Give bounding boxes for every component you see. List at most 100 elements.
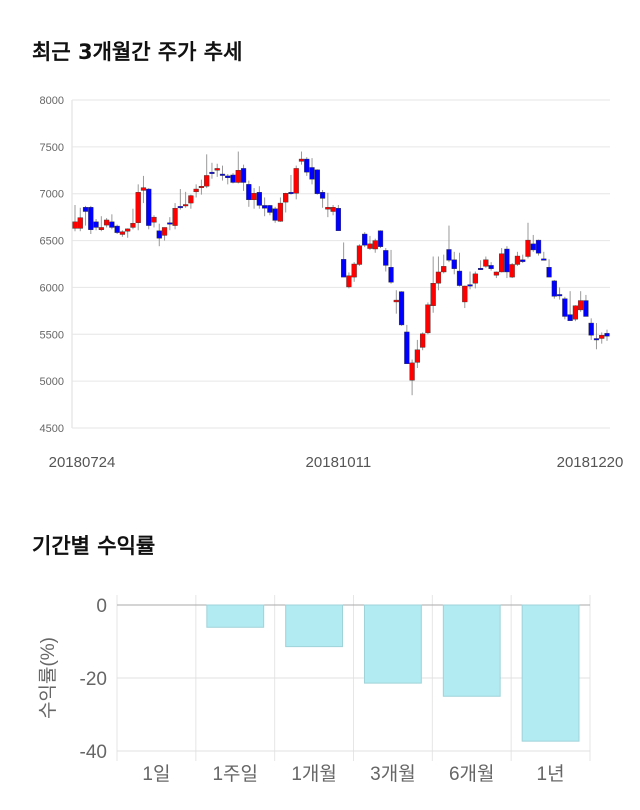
candle-body (146, 188, 152, 226)
candle-body (367, 243, 373, 249)
y-tick-label: 8000 (40, 95, 64, 107)
candle-body (246, 184, 252, 201)
candle-body (446, 249, 452, 261)
candle-body (377, 230, 384, 247)
candle-body (98, 227, 104, 230)
candle-body (398, 291, 405, 326)
candle-body (488, 265, 494, 269)
candle-body (335, 208, 341, 231)
candle-body (219, 173, 226, 176)
candle-body (372, 240, 378, 250)
candle-body (167, 222, 173, 225)
y-tick-label: -40 (80, 742, 107, 763)
candle-body (325, 207, 331, 210)
candle-body (214, 168, 220, 171)
candle-body (451, 259, 457, 269)
candle-body (567, 314, 573, 321)
candle-body (520, 259, 526, 262)
candle-body (556, 294, 563, 297)
candle-body (119, 231, 126, 235)
candle-body (240, 168, 247, 183)
y-tick-label: 6500 (40, 236, 64, 248)
x-tick-label: 20181220 (557, 454, 624, 471)
y-tick-label: -20 (80, 669, 107, 690)
candle-body (425, 304, 431, 334)
candle-body (104, 219, 110, 226)
return-bar (442, 604, 501, 697)
return-bar (206, 604, 265, 628)
x-tick-label: 1주일 (212, 763, 258, 785)
candle-body (198, 186, 205, 188)
y-axis-label: 수익률(%) (37, 637, 59, 719)
candle-body (309, 167, 315, 180)
x-tick-label: 1일 (142, 763, 170, 785)
candle-body (262, 205, 268, 209)
candle-body (341, 259, 347, 278)
return-bar (364, 604, 422, 684)
candle-body (467, 284, 473, 287)
y-tick-label: 7000 (40, 189, 64, 201)
candle-body (109, 221, 115, 228)
x-tick-label: 1년 (537, 763, 565, 785)
candle-body (499, 253, 505, 273)
candle-body (82, 207, 89, 212)
candle-body (319, 192, 326, 199)
candle-body (514, 255, 521, 265)
y-tick-label: 5000 (40, 376, 64, 388)
candle-body (356, 245, 363, 265)
candle-body (283, 193, 289, 203)
y-tick-label: 5500 (40, 329, 64, 341)
candle-body (551, 280, 557, 297)
x-tick-label: 20180724 (49, 454, 116, 471)
candle-body (177, 206, 183, 209)
candle-body (193, 188, 199, 193)
candle-body (161, 227, 168, 236)
candle-body (298, 158, 305, 162)
y-tick-label: 0 (96, 596, 107, 617)
candle-body (230, 174, 236, 183)
candle-body (546, 267, 552, 278)
candle-body (541, 258, 547, 261)
candle-body (188, 195, 194, 204)
candle-body (314, 169, 320, 194)
candle-body (125, 228, 131, 232)
candle-body (578, 300, 584, 311)
candle-body (346, 275, 352, 288)
candle-body (420, 333, 426, 348)
y-tick-label: 4500 (40, 423, 64, 435)
x-tick-label: 3개월 (370, 763, 416, 785)
x-tick-label: 6개월 (449, 763, 495, 785)
candle-body (504, 248, 510, 273)
candle-body (77, 217, 83, 229)
candle-body (409, 362, 415, 381)
candle-body (151, 216, 157, 223)
x-tick-label: 20181011 (306, 454, 372, 471)
section-title-returns: 기간별 수익률 (32, 534, 156, 558)
candle-body (414, 349, 420, 363)
candle-body (462, 285, 468, 303)
candle-body (456, 270, 463, 286)
candle-body (277, 202, 284, 222)
candle-body (583, 300, 589, 317)
candle-body (472, 273, 478, 284)
candle-body (93, 221, 99, 228)
candle-body (72, 221, 78, 229)
candle-body (530, 243, 536, 251)
candle-body (288, 192, 294, 195)
candle-body (599, 335, 605, 339)
candle-body (235, 170, 241, 183)
candle-body (562, 298, 568, 317)
section-title-price-trend: 최근 3개월간 주가 추세 (32, 40, 243, 64)
candle-body (604, 333, 610, 337)
candle-body (388, 267, 394, 283)
candle-body (204, 175, 210, 187)
candle-body (535, 239, 542, 254)
candle-body (430, 283, 436, 306)
candle-body (404, 331, 410, 365)
candle-body (88, 207, 94, 230)
candle-body (251, 193, 257, 201)
candle-body (135, 192, 141, 223)
return-bar (521, 604, 580, 742)
candle-body (383, 250, 389, 266)
candlestick-chart: 4500 5000 5500 6000 6500 7000 7500 8000 20180724… (40, 95, 624, 471)
